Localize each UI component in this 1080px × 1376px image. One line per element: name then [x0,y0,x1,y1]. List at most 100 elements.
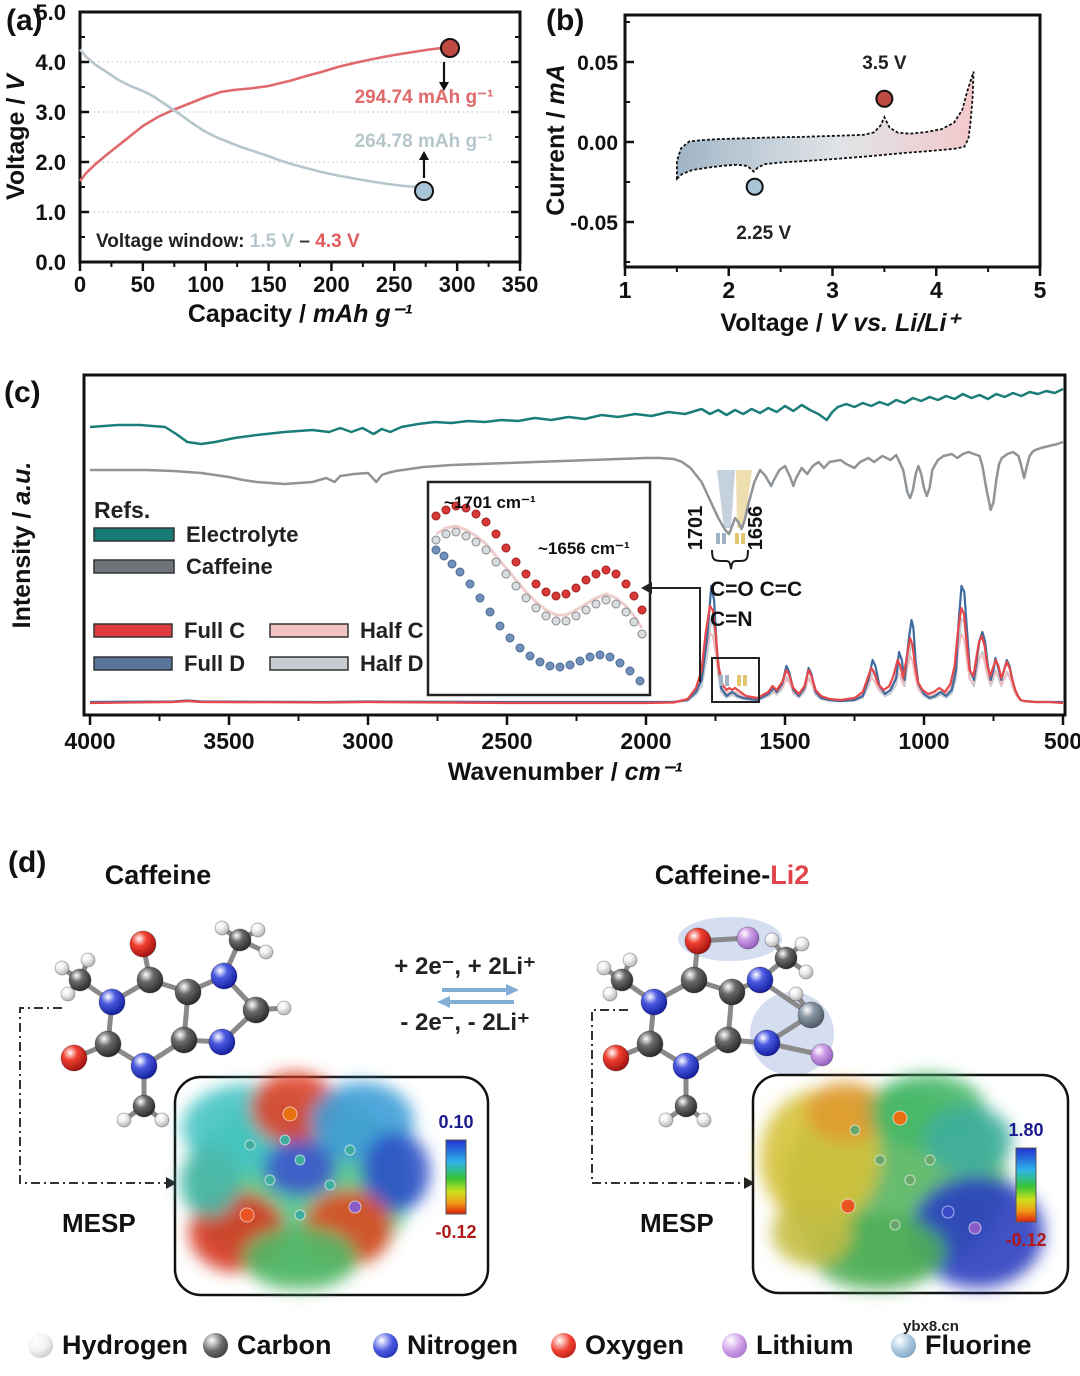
oxygen-sphere-icon [551,1333,576,1358]
caffeine-li2-title-black: Caffeine- [654,860,771,890]
svg-text:4: 4 [930,277,943,303]
watermark: ybx8.cn [903,1318,959,1335]
svg-text:1656: 1656 [745,506,767,551]
charge-curve [78,45,452,182]
nitrogen-sphere-icon [373,1333,398,1358]
svg-text:100: 100 [187,272,224,297]
svg-text:300: 300 [439,272,476,297]
svg-text:Refs.: Refs. [94,497,150,523]
mesp-colorbar [1015,1147,1037,1223]
svg-text:350: 350 [502,272,539,297]
svg-text:Full C: Full C [184,618,245,643]
svg-text:4.0: 4.0 [35,50,66,75]
svg-text:~1656 cm⁻¹: ~1656 cm⁻¹ [538,539,630,558]
caffeine-li2-title: Caffeine-Li2 [627,860,837,891]
svg-text:3000: 3000 [342,728,393,754]
svg-text:-0.05: -0.05 [570,212,618,235]
svg-text:3: 3 [826,277,839,303]
svg-text:Voltage / V: Voltage / V [2,72,30,200]
svg-text:Intensity / a.u.: Intensity / a.u. [8,462,36,629]
mesp-label-left: MESP [62,1208,136,1238]
panel-b-tag: (b) [546,4,585,37]
svg-text:250: 250 [376,272,413,297]
cv-peak-marker [875,89,894,108]
svg-text:Current / mA: Current / mA [542,64,570,215]
panel-c-tag: (c) [4,376,41,409]
atom-legend-item-oxygen: Oxygen [551,1330,684,1361]
svg-text:-0.12: -0.12 [435,1222,476,1242]
atom-legend-label: Oxygen [585,1330,685,1360]
svg-text:1.80: 1.80 [1008,1120,1043,1140]
panel-b-chart: 1 2 3 4 5 0.05 0.00 -0.05 Voltage / V vs. Li/Li⁺… [542,13,1047,337]
panel-a-chart: 0 50 100 150 200 250 300 350 0.0 1.0 2.0 3.0 4.0 5.0 C… [2,0,539,328]
svg-text:1500: 1500 [759,728,810,754]
svg-text:0.10: 0.10 [438,1112,473,1132]
atom-legend-label: Carbon [237,1330,332,1360]
svg-text:Capacity / mAh g⁻¹: Capacity / mAh g⁻¹ [188,300,413,328]
caffeine-title: Caffeine [104,860,212,890]
svg-text:200: 200 [313,272,350,297]
svg-text:Electrolyte: Electrolyte [186,522,299,547]
svg-text:0.0: 0.0 [35,250,66,275]
svg-text:150: 150 [250,272,287,297]
svg-text:3500: 3500 [203,728,254,754]
svg-text:50: 50 [131,272,155,297]
hydrogen-sphere-icon [28,1333,53,1358]
svg-text:264.78 mAh g⁻¹: 264.78 mAh g⁻¹ [355,131,494,152]
svg-text:Half D: Half D [360,651,424,676]
svg-text:-0.12: -0.12 [1005,1230,1046,1250]
atom-legend-label: Lithium [756,1330,854,1360]
panel-c-chart: 4000 3500 3000 2500 2000 1500 1000 500 Wavenumbe… [8,373,1080,786]
lithium-sphere-icon [722,1333,747,1358]
svg-text:2000: 2000 [620,728,671,754]
cv-loop [676,71,975,181]
svg-text:Voltage / V vs. Li/Li⁺: Voltage / V vs. Li/Li⁺ [720,309,962,337]
atom-legend-item-carbon: Carbon [203,1330,332,1361]
svg-text:500: 500 [1044,728,1080,754]
svg-text:0.05: 0.05 [577,52,618,75]
svg-text:Wavenumber / cm⁻¹: Wavenumber / cm⁻¹ [448,758,683,786]
atom-legend-label: Fluorine [925,1330,1032,1360]
svg-text:C=N: C=N [710,608,753,631]
svg-text:Caffeine: Caffeine [186,554,273,579]
atom-legend-item-hydrogen: Hydrogen [28,1330,188,1361]
atom-legend-label: Nitrogen [407,1330,518,1360]
mesp-colorbar [445,1139,467,1215]
discharge-curve [79,48,418,189]
voltage-window-values: Voltage window: 1.5 V – 4.3 V [96,231,360,252]
svg-text:1701: 1701 [685,506,707,551]
svg-text:1: 1 [619,277,632,303]
svg-text:Full D: Full D [184,651,245,676]
charge-end-marker [440,38,460,58]
svg-text:2.25 V: 2.25 V [736,223,791,244]
svg-text:3.0: 3.0 [35,100,66,125]
panel-d-diagram: 0.10 -0.12 1.80 -0.12 [19,917,1070,1297]
caffeine-molecule [54,920,292,1128]
svg-text:2500: 2500 [481,728,532,754]
fluorine-sphere-icon [891,1333,916,1358]
atom-legend-item-lithium: Lithium [722,1330,853,1361]
svg-text:~1701 cm⁻¹: ~1701 cm⁻¹ [444,493,536,512]
carbon-sphere-icon [203,1333,228,1358]
svg-text:C=O C=C: C=O C=C [710,578,802,601]
atom-legend-item-nitrogen: Nitrogen [373,1330,518,1361]
svg-text:0.00: 0.00 [577,132,618,155]
atom-legend-item-fluorine: Fluorine [891,1330,1032,1361]
reaction-forward-label: + 2e⁻, + 2Li⁺ [394,953,536,980]
caffeine-li2-title-red: Li2 [770,860,810,890]
cv-peak-marker [745,177,764,196]
atom-legend-label: Hydrogen [62,1330,189,1360]
svg-text:2.0: 2.0 [35,150,66,175]
panel-a-tag: (a) [6,4,43,37]
svg-text:1.0: 1.0 [35,200,66,225]
svg-text:Half C: Half C [360,618,424,643]
discharge-end-marker [414,181,434,201]
svg-text:0: 0 [74,272,86,297]
svg-text:3.5 V: 3.5 V [862,53,907,74]
svg-text:1000: 1000 [898,728,949,754]
mesp-label-right: MESP [640,1208,714,1238]
panel-d-tag: (d) [8,846,47,879]
svg-text:294.74 mAh g⁻¹: 294.74 mAh g⁻¹ [355,87,494,108]
svg-text:2: 2 [722,277,735,303]
